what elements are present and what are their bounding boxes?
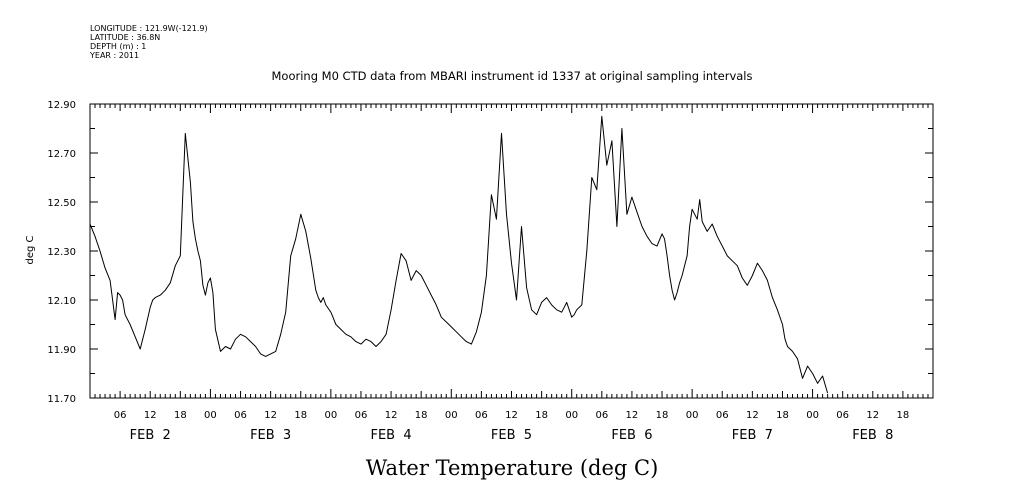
y-tick-label: 12.30 <box>47 247 76 258</box>
x-hour-label: 00 <box>204 410 217 421</box>
meta-depth: DEPTH (m) : 1 <box>90 42 146 51</box>
x-hour-label: 18 <box>897 410 910 421</box>
x-hour-label: 18 <box>174 410 187 421</box>
x-hour-label: 12 <box>505 410 518 421</box>
x-hour-label: 18 <box>535 410 548 421</box>
plot-frame <box>89 103 934 399</box>
y-tick-label: 12.50 <box>47 198 76 209</box>
y-tick-label: 12.10 <box>47 296 76 307</box>
y-axis: 11.70 11.90 12.10 12.30 12.50 12.70 12.90 <box>47 100 933 405</box>
x-hour-label: 00 <box>445 410 458 421</box>
x-hour-label: 12 <box>626 410 639 421</box>
meta-longitude: LONGITUDE : 121.9W(-121.9) <box>90 24 208 33</box>
x-day-label: FEB 2 <box>130 428 171 443</box>
meta-info: LONGITUDE : 121.9W(-121.9) LATITUDE : 36… <box>89 24 208 60</box>
x-hour-label: 18 <box>656 410 669 421</box>
x-axis: 06 12 18 00 06 12 18 00 06 12 18 00 06 12 18 00 06 12 18 00… <box>89 104 934 443</box>
x-hour-label: 06 <box>234 410 247 421</box>
x-hour-label: 00 <box>806 410 819 421</box>
meta-year: YEAR : 2011 <box>89 51 139 60</box>
x-hour-label: 06 <box>716 410 729 421</box>
x-hour-label: 06 <box>475 410 488 421</box>
series-line <box>89 115 829 394</box>
x-day-label: FEB 5 <box>491 428 532 443</box>
x-day-label: FEB 3 <box>250 428 291 443</box>
x-hour-label: 06 <box>114 410 127 421</box>
x-hour-label: 18 <box>415 410 428 421</box>
y-tick-label: 11.90 <box>47 345 76 356</box>
x-hour-label: 12 <box>144 410 157 421</box>
x-hour-label: 00 <box>565 410 578 421</box>
y-tick-label: 12.90 <box>47 100 76 111</box>
x-hour-label: 18 <box>776 410 789 421</box>
x-day-label: FEB 4 <box>370 428 411 443</box>
x-day-label: FEB 6 <box>611 428 652 443</box>
y-axis-label: deg C <box>25 235 36 264</box>
x-hour-label: 06 <box>836 410 849 421</box>
meta-latitude: LATITUDE : 36.8N <box>90 33 160 42</box>
x-axis-label: Water Temperature (deg C) <box>366 456 659 480</box>
series-layer <box>89 115 829 394</box>
x-day-label: FEB 8 <box>852 428 893 443</box>
x-hour-label: 18 <box>294 410 307 421</box>
chart-title: Mooring M0 CTD data from MBARI instrumen… <box>272 69 753 83</box>
x-day-label: FEB 7 <box>732 428 773 443</box>
y-tick-label: 11.70 <box>47 394 76 405</box>
x-hour-label: 00 <box>686 410 699 421</box>
y-tick-label: 12.70 <box>47 149 76 160</box>
x-hour-label: 06 <box>355 410 368 421</box>
x-hour-label: 00 <box>324 410 337 421</box>
x-hour-label: 12 <box>385 410 398 421</box>
x-hour-label: 12 <box>866 410 879 421</box>
x-hour-label: 12 <box>746 410 759 421</box>
x-hour-label: 06 <box>595 410 608 421</box>
x-hour-label: 12 <box>264 410 277 421</box>
